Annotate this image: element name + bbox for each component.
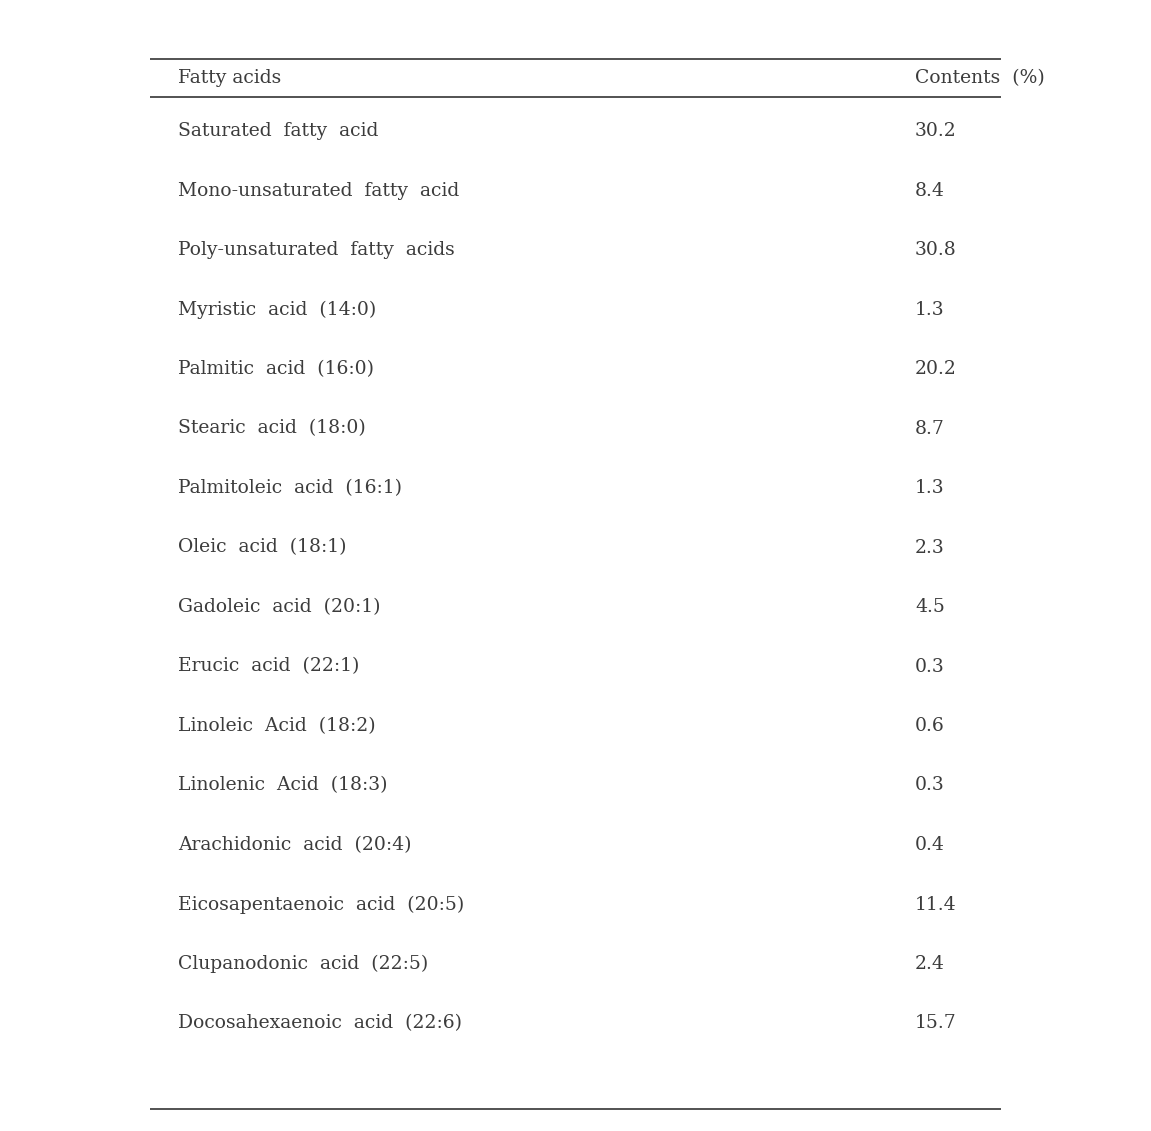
Text: 0.4: 0.4 <box>915 836 945 854</box>
Text: 20.2: 20.2 <box>915 360 956 378</box>
Text: Oleic  acid  (18:1): Oleic acid (18:1) <box>178 538 346 556</box>
Text: 1.3: 1.3 <box>915 480 945 497</box>
Text: 4.5: 4.5 <box>915 598 945 616</box>
Text: 0.3: 0.3 <box>915 777 945 794</box>
Text: 2.3: 2.3 <box>915 538 945 556</box>
Text: Mono-unsaturated  fatty  acid: Mono-unsaturated fatty acid <box>178 181 459 199</box>
Text: Erucic  acid  (22:1): Erucic acid (22:1) <box>178 657 360 675</box>
Text: Clupanodonic  acid  (22:5): Clupanodonic acid (22:5) <box>178 955 428 973</box>
Text: Linoleic  Acid  (18:2): Linoleic Acid (18:2) <box>178 717 376 735</box>
Text: 1.3: 1.3 <box>915 301 945 319</box>
Text: Fatty acids: Fatty acids <box>178 69 282 87</box>
Text: 11.4: 11.4 <box>915 896 956 914</box>
Text: 30.8: 30.8 <box>915 241 956 259</box>
Text: Myristic  acid  (14:0): Myristic acid (14:0) <box>178 301 376 319</box>
Text: 30.2: 30.2 <box>915 122 956 140</box>
Text: Contents  (%): Contents (%) <box>915 69 1045 87</box>
Text: Eicosapentaenoic  acid  (20:5): Eicosapentaenoic acid (20:5) <box>178 896 465 914</box>
Text: Poly-unsaturated  fatty  acids: Poly-unsaturated fatty acids <box>178 241 455 259</box>
Text: Saturated  fatty  acid: Saturated fatty acid <box>178 122 379 140</box>
Text: Docosahexaenoic  acid  (22:6): Docosahexaenoic acid (22:6) <box>178 1015 463 1033</box>
Text: 8.7: 8.7 <box>915 420 945 438</box>
Text: 8.4: 8.4 <box>915 181 945 199</box>
Text: Linolenic  Acid  (18:3): Linolenic Acid (18:3) <box>178 777 388 794</box>
Text: Stearic  acid  (18:0): Stearic acid (18:0) <box>178 420 366 438</box>
Text: 15.7: 15.7 <box>915 1015 956 1033</box>
Text: Arachidonic  acid  (20:4): Arachidonic acid (20:4) <box>178 836 412 854</box>
Text: 0.6: 0.6 <box>915 717 945 735</box>
Text: 2.4: 2.4 <box>915 955 945 973</box>
Text: Gadoleic  acid  (20:1): Gadoleic acid (20:1) <box>178 598 381 616</box>
Text: Palmitic  acid  (16:0): Palmitic acid (16:0) <box>178 360 374 378</box>
Text: Palmitoleic  acid  (16:1): Palmitoleic acid (16:1) <box>178 480 403 497</box>
Text: 0.3: 0.3 <box>915 657 945 675</box>
